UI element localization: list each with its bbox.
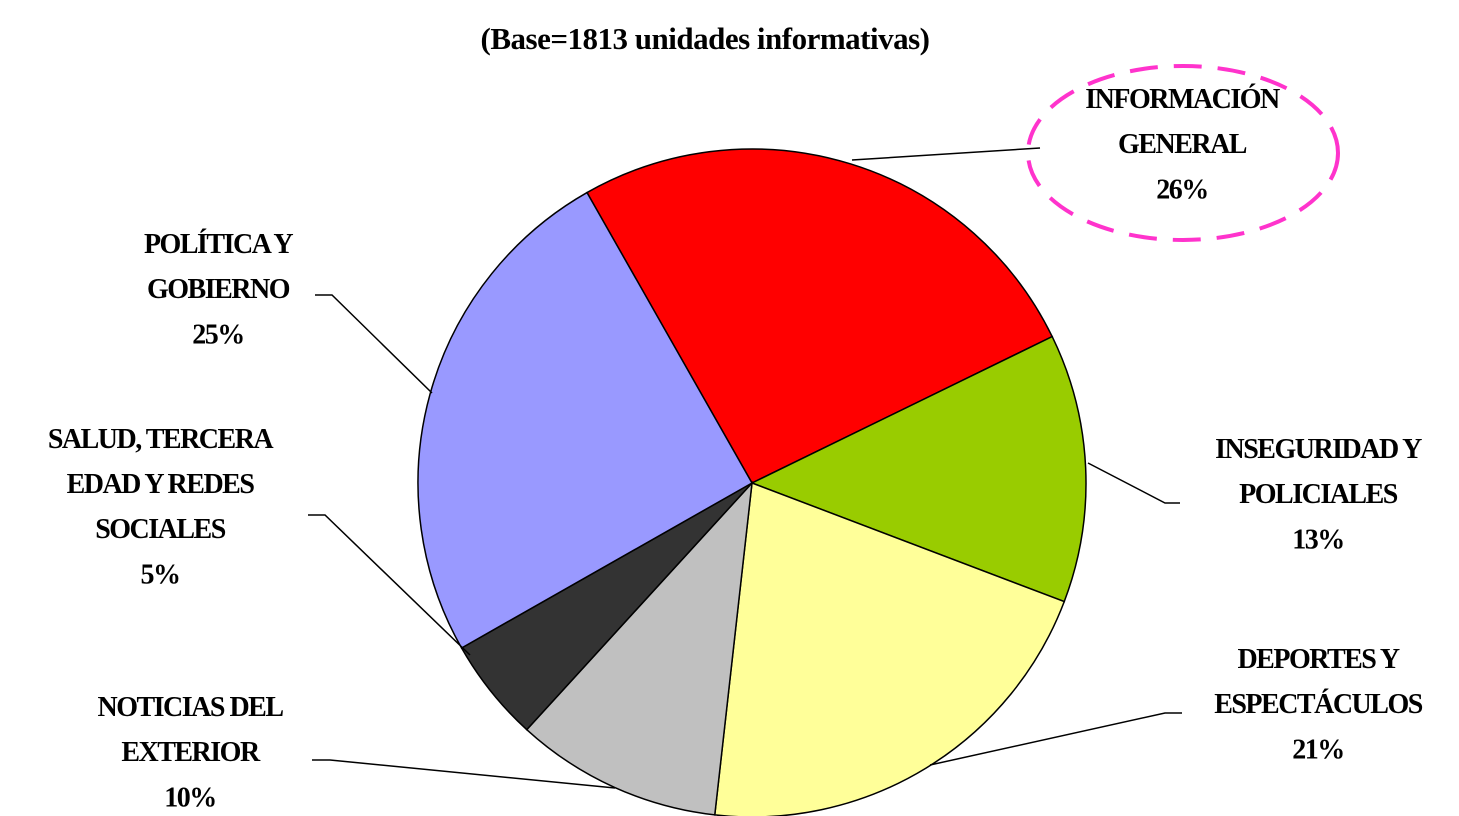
pie-slice (713, 481, 1066, 816)
slice-label: INSEGURIDAD Y POLICIALES (1215, 434, 1422, 510)
label-line: INFORMACIÓN (1085, 84, 1280, 115)
label-line: EDAD Y REDES (67, 469, 255, 500)
slice-value-label: 26% (1156, 174, 1208, 205)
label-line: POLICIALES (1239, 479, 1398, 510)
slice-value-label: 10% (164, 782, 216, 813)
leader-line (851, 147, 1041, 161)
label-line: INSEGURIDAD Y (1215, 434, 1422, 465)
slice-value-label: 25% (192, 319, 244, 350)
pie-slice (586, 148, 1054, 484)
leader-line (315, 294, 433, 394)
label-line: SOCIALES (95, 514, 226, 545)
slice-label: DEPORTES Y ESPECTÁCULOS (1214, 644, 1423, 720)
slice-label: NOTICIAS DEL EXTERIOR (97, 692, 283, 768)
leader-line (312, 759, 616, 789)
label-line: POLÍTICA Y (144, 229, 293, 260)
slice-value-label: 21% (1292, 734, 1344, 765)
label-line: EXTERIOR (121, 737, 261, 768)
label-line: SALUD, TERCERA (48, 424, 275, 455)
slice-label: POLÍTICA Y GOBIERNO (144, 229, 293, 305)
chart-subtitle: (Base=1813 unidades informativas) (481, 21, 930, 56)
slice-value-label: 5% (141, 559, 180, 590)
leader-line (308, 514, 471, 656)
highlight-ellipse (1026, 64, 1340, 242)
slice-label: INFORMACIÓN GENERAL (1085, 84, 1280, 160)
pie-slice (750, 335, 1087, 603)
label-line: GOBIERNO (147, 274, 290, 305)
label-line: ESPECTÁCULOS (1214, 689, 1423, 720)
label-line: GENERAL (1118, 129, 1247, 160)
slice-value-label: 13% (1292, 524, 1344, 555)
slice-label: SALUD, TERCERA EDAD Y REDES SOCIALES (48, 424, 275, 545)
leader-line (1087, 462, 1180, 504)
label-line: DEPORTES Y (1237, 644, 1399, 675)
leader-line (929, 712, 1182, 766)
label-line: NOTICIAS DEL (97, 692, 283, 723)
pie-slice (417, 191, 754, 649)
